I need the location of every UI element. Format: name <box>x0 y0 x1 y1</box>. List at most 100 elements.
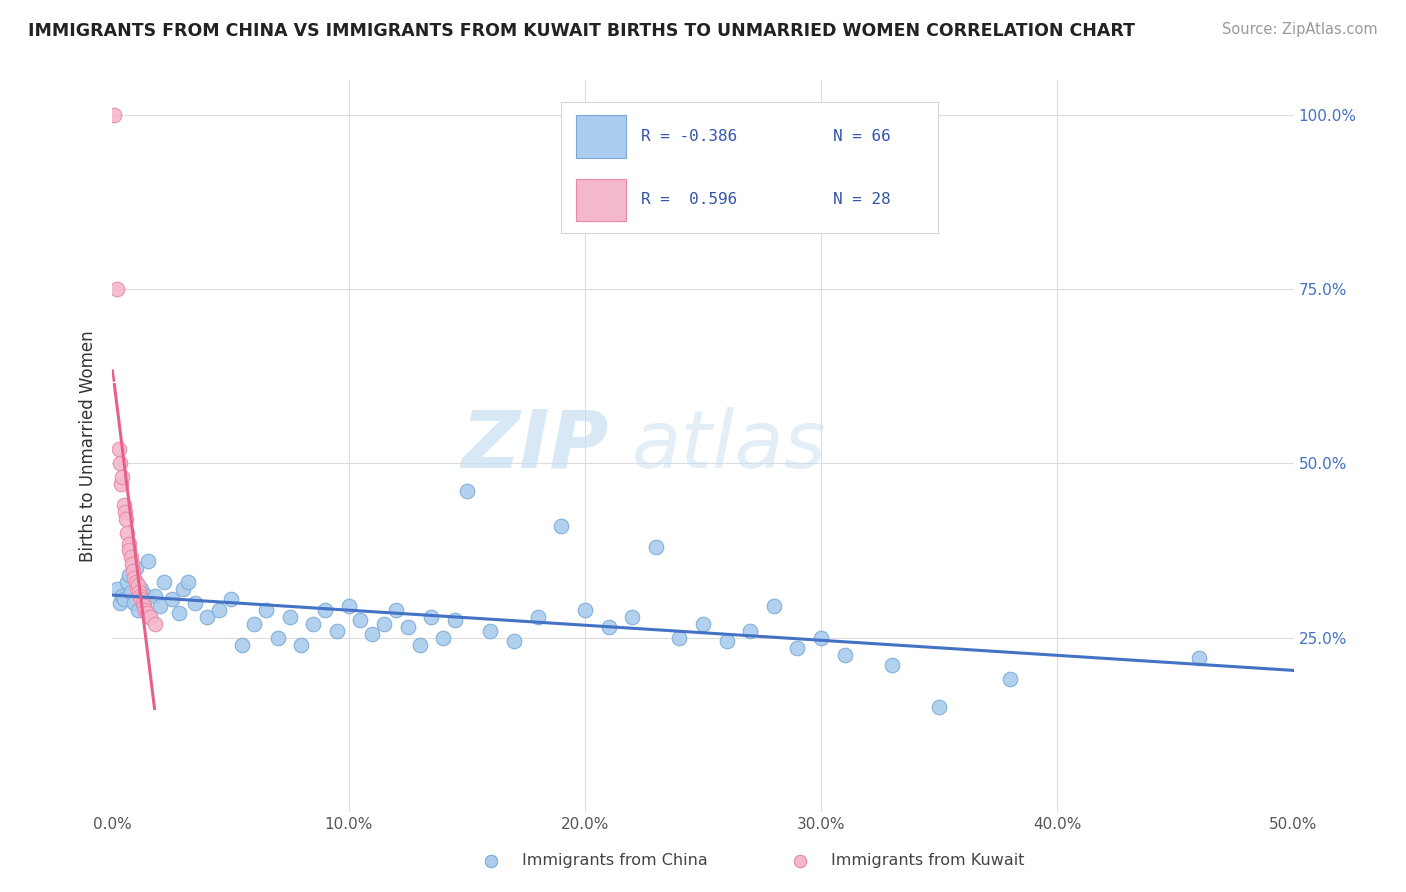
Point <box>105 282 128 296</box>
Point <box>740 624 762 638</box>
Point <box>184 596 207 610</box>
Point <box>177 574 200 589</box>
Text: Source: ZipAtlas.com: Source: ZipAtlas.com <box>1222 22 1378 37</box>
Point <box>408 638 430 652</box>
Point <box>786 640 808 655</box>
Point <box>644 540 666 554</box>
Point <box>314 603 336 617</box>
Point <box>550 519 572 533</box>
Point <box>302 616 325 631</box>
Point <box>396 620 419 634</box>
Point <box>108 596 131 610</box>
Point <box>167 606 190 620</box>
Point <box>810 631 832 645</box>
Point <box>120 550 142 565</box>
Point <box>136 554 159 568</box>
Point <box>420 609 443 624</box>
Point <box>998 673 1021 687</box>
Point <box>153 574 176 589</box>
Point <box>118 567 141 582</box>
Point <box>195 609 218 624</box>
Point <box>716 634 738 648</box>
Point <box>267 631 290 645</box>
Point <box>132 599 155 614</box>
Point <box>160 592 183 607</box>
Point <box>111 470 134 484</box>
Point <box>326 624 349 638</box>
Point <box>112 592 135 607</box>
Point <box>136 606 159 620</box>
Text: atlas: atlas <box>633 407 827 485</box>
Point <box>834 648 856 662</box>
Point <box>503 634 526 648</box>
Point <box>361 627 384 641</box>
Point <box>105 582 128 596</box>
Point <box>373 616 395 631</box>
Point <box>243 616 266 631</box>
Point <box>125 582 148 596</box>
Point <box>127 578 149 592</box>
Text: Immigrants from China: Immigrants from China <box>522 854 707 868</box>
Point <box>128 585 150 599</box>
Y-axis label: Births to Unmarried Women: Births to Unmarried Women <box>79 330 97 562</box>
Point <box>928 700 950 714</box>
Point <box>125 561 148 575</box>
Point <box>111 589 134 603</box>
Point <box>121 558 143 572</box>
Point <box>103 108 125 122</box>
Point <box>621 609 644 624</box>
Point <box>385 603 408 617</box>
Point <box>219 592 242 607</box>
Point <box>254 603 277 617</box>
Point <box>112 498 135 512</box>
Point <box>122 565 145 579</box>
Point <box>135 589 157 603</box>
Point <box>208 603 231 617</box>
Point <box>337 599 360 614</box>
Point <box>432 631 454 645</box>
Point <box>115 512 138 526</box>
Point <box>129 589 152 603</box>
Point <box>122 596 145 610</box>
Point <box>526 609 548 624</box>
Point <box>132 596 155 610</box>
Point <box>124 574 146 589</box>
Point <box>692 616 714 631</box>
Point <box>1188 651 1211 665</box>
Point <box>278 609 301 624</box>
Text: Immigrants from Kuwait: Immigrants from Kuwait <box>831 854 1025 868</box>
Point <box>108 442 131 457</box>
Point <box>149 599 172 614</box>
Point <box>115 526 138 541</box>
Point <box>172 582 194 596</box>
Point <box>118 543 141 558</box>
Point <box>762 599 785 614</box>
Point <box>444 613 467 627</box>
Point <box>108 457 131 471</box>
Point <box>129 582 152 596</box>
Point <box>598 620 620 634</box>
Point <box>134 603 156 617</box>
Point <box>231 638 253 652</box>
Point <box>122 571 145 585</box>
Text: IMMIGRANTS FROM CHINA VS IMMIGRANTS FROM KUWAIT BIRTHS TO UNMARRIED WOMEN CORREL: IMMIGRANTS FROM CHINA VS IMMIGRANTS FROM… <box>28 22 1135 40</box>
Point <box>129 592 152 607</box>
Point <box>456 484 478 499</box>
Point <box>127 603 149 617</box>
Point <box>143 589 166 603</box>
Point <box>290 638 312 652</box>
Point <box>115 574 138 589</box>
Point <box>114 505 136 519</box>
Text: ZIP: ZIP <box>461 407 609 485</box>
Point <box>132 596 155 610</box>
Point <box>349 613 371 627</box>
Point <box>479 624 502 638</box>
Point <box>668 631 690 645</box>
Point <box>574 603 596 617</box>
Point <box>110 477 132 491</box>
Point <box>139 609 162 624</box>
Point <box>143 616 166 631</box>
Point <box>880 658 903 673</box>
Point <box>139 609 162 624</box>
Point <box>117 536 139 550</box>
